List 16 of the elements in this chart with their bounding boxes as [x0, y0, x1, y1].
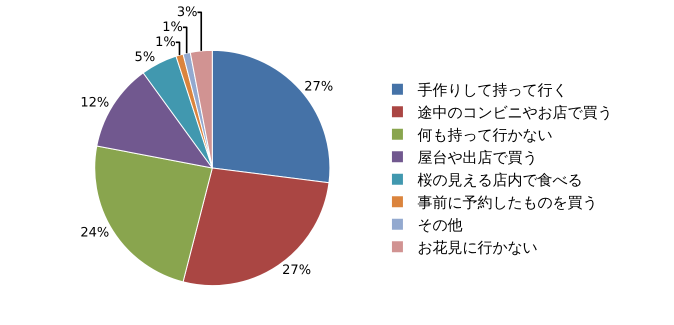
legend-label: 何も持って行かない [417, 126, 552, 144]
legend-label: 桜の見える店内で食べる [417, 171, 582, 190]
data-label: 12% [80, 95, 110, 110]
data-label: 1% [155, 34, 176, 50]
legend-label: 途中のコンビニやお店で買う [417, 104, 612, 122]
legend-label: お花見に行かない [417, 238, 538, 257]
data-label: 24% [80, 226, 110, 241]
data-label: 1% [162, 20, 183, 35]
legend-label: 屋台や出店で買う [417, 148, 538, 167]
legend-label: 事前に予約したものを買う [417, 194, 598, 212]
data-label: 3% [176, 4, 198, 20]
legend-label: 手作りして持って行く [417, 81, 568, 100]
data-label: 5% [134, 50, 156, 65]
data-label: 27% [282, 262, 312, 278]
data-label: 27% [304, 79, 334, 94]
legend-label: その他 [417, 216, 462, 234]
